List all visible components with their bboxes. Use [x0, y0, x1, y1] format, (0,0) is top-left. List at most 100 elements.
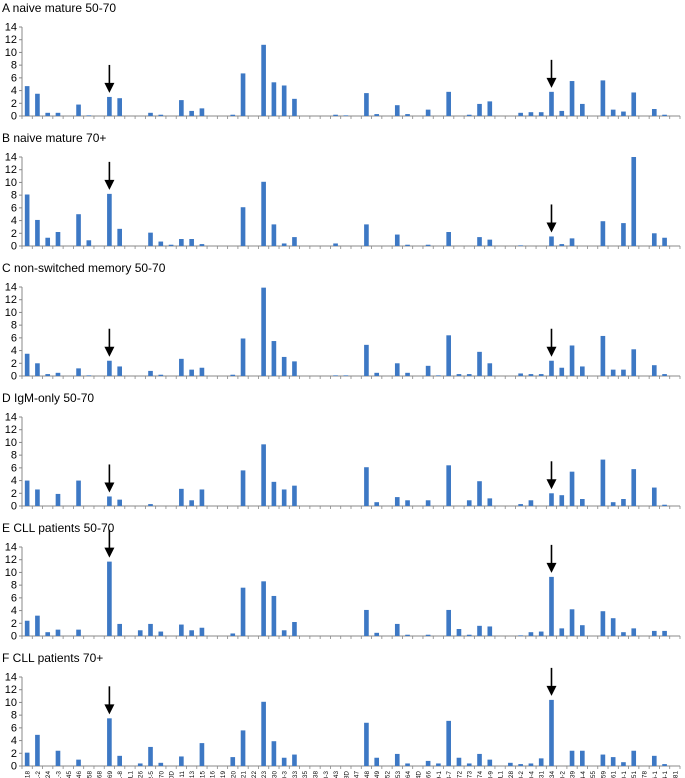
bar-ighv7-4-1	[662, 630, 667, 636]
bar-ighv3-21	[240, 730, 246, 766]
y-tick-label: 10	[5, 307, 17, 319]
x-tick-label: IGHV1-18	[25, 771, 32, 778]
y-tick-label: 2	[11, 618, 17, 630]
y-tick-label: 8	[11, 190, 17, 202]
bar-ighv4-30-2	[518, 764, 523, 766]
bar-ighv3-74	[477, 103, 482, 116]
arrow-marker	[104, 64, 115, 93]
bar-ighv2-5	[148, 623, 153, 636]
x-tick-label: IGHV4-38-2	[559, 771, 566, 778]
bar-ighv3-74	[477, 351, 482, 376]
bar-ighv5-51	[631, 469, 637, 506]
bar-ighv3-66	[425, 634, 431, 636]
bar-ighv4-30-4	[528, 632, 534, 636]
bar-ighv5-51	[631, 157, 637, 246]
arrow-head	[546, 346, 557, 357]
x-tick-label: IGHV4-4	[580, 771, 587, 778]
bar-ighv3-33	[292, 237, 297, 246]
bar-ighv4-59	[600, 335, 606, 376]
bar-ighv1-69	[107, 193, 112, 246]
x-tick-label: IGHV3-7	[446, 771, 453, 778]
bar-ighv3-23	[261, 181, 266, 246]
y-tick-label: 0	[11, 111, 17, 123]
x-tick-label: IGHV3-9	[487, 771, 494, 778]
y-tick-label: 0	[11, 761, 17, 773]
bar-ighv3-43d	[343, 375, 349, 376]
x-tick-label: IGHV3-69-1	[436, 771, 443, 778]
bar-ighv3-7	[446, 232, 451, 246]
bar-ighv1-18	[24, 620, 30, 636]
bar-ighv3-66	[425, 365, 431, 376]
bar-ighv3-33	[292, 361, 297, 376]
bar-ighv4-4	[580, 625, 585, 636]
y-tick-label: 4	[11, 475, 17, 487]
bar-ighv1-18	[24, 194, 30, 246]
bar-ighv4-31	[538, 112, 544, 116]
y-tick-label: 14	[5, 152, 17, 164]
bar-ighv3-30	[271, 481, 277, 506]
bar-ighv3-43	[333, 243, 338, 246]
x-tick-label: IGHV3-20	[230, 771, 237, 778]
y-tick-label: 4	[11, 215, 17, 227]
y-tick-label: 12	[5, 554, 17, 566]
bar-ighv3-69-1	[436, 375, 441, 376]
bar-ighv4-39	[569, 238, 575, 246]
bar-ighv3-73	[466, 500, 472, 506]
y-tick-label: 14	[5, 542, 17, 554]
bar-ighv1-18	[24, 752, 30, 766]
bar-ighv3-30-3	[281, 85, 287, 116]
arrow-head	[104, 179, 115, 190]
bar-ighv7-4-1	[662, 764, 667, 766]
x-tick-label: IGHV4-28	[508, 771, 515, 778]
bar-ighv3-20	[230, 757, 236, 766]
bar-ighv4-39	[569, 345, 575, 376]
bar-ighv1-69	[107, 496, 112, 506]
bar-ighv1-2	[35, 615, 40, 636]
x-tick-label: IGHV3-53	[395, 771, 402, 778]
bar-ighv4-39	[569, 471, 575, 506]
bar-ighv4-59	[600, 459, 606, 506]
x-tick-label: IGHV3-16	[210, 771, 217, 778]
bar-ighv6-1	[651, 755, 657, 766]
bar-ighv4-4	[580, 750, 585, 766]
bar-ighv3-73	[466, 374, 472, 376]
bar-ighv3-48	[364, 93, 369, 116]
bar-ighv3-30	[271, 741, 277, 766]
y-tick-label: 4	[11, 85, 17, 97]
bar-ighv3-73	[466, 114, 472, 116]
bar-ighv3-30-3	[281, 489, 287, 506]
bar-ighv3-53	[394, 234, 400, 246]
panel-title: E CLL patients 50-70	[2, 521, 115, 535]
bar-ighv4-59	[600, 754, 606, 766]
bar-ighv5-10-1	[621, 111, 626, 116]
bar-ighv1-18	[24, 480, 30, 506]
bar-ighv1-46	[76, 104, 81, 116]
bar-ighv3-66	[425, 760, 431, 766]
y-tick-label: 4	[11, 605, 17, 617]
x-tick-label: IGHV1-58	[86, 771, 93, 778]
bar-ighv1-3	[55, 493, 61, 506]
bar-ighv3-64	[405, 763, 410, 766]
y-tick-label: 10	[5, 697, 17, 709]
bar-ighv5-51	[631, 349, 637, 376]
bar-ighv2-70	[158, 374, 164, 376]
bar-ighv5-10-1	[621, 762, 626, 766]
bar-ighv1-2	[35, 363, 40, 376]
bar-ighv4-38-2	[559, 367, 565, 376]
bar-ighv3-21	[240, 587, 246, 636]
bar-ighv1-46	[76, 480, 81, 506]
bar-ighv3-30	[271, 341, 277, 376]
bar-ighv3-33	[292, 485, 297, 506]
bar-ighv2-5	[148, 370, 153, 376]
y-tick-label: 6	[11, 202, 17, 214]
bar-ighv3-48	[364, 344, 369, 376]
bar-ighv3-53	[394, 105, 400, 116]
bar-ighv3-48	[364, 722, 369, 766]
bar-ighv4-30-2	[518, 245, 523, 246]
x-tick-label: IGHV6-1	[652, 771, 659, 778]
bar-ighv4-30-4	[528, 112, 534, 116]
y-tick-label: 14	[5, 412, 17, 424]
y-tick-label: 10	[5, 177, 17, 189]
bar-ighv4-34	[549, 576, 554, 636]
